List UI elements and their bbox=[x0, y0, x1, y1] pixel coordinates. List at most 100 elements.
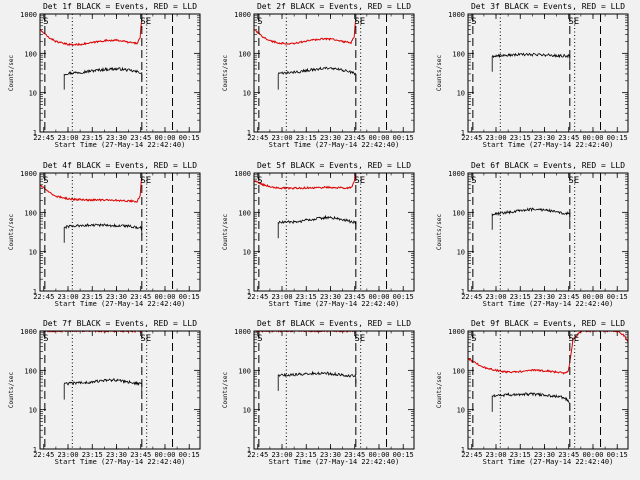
y-axis-label: Counts/sec bbox=[8, 55, 15, 92]
start-marker-label: S bbox=[471, 17, 476, 27]
events-series-line bbox=[277, 66, 357, 90]
y-tick-label: 10 bbox=[243, 90, 251, 98]
x-tick-label: 00:00 bbox=[582, 134, 603, 142]
y-tick-label: 10 bbox=[457, 249, 465, 257]
panel-title: Det 5f BLACK = Events, RED = LLD bbox=[257, 161, 411, 170]
x-tick-label: 23:30 bbox=[534, 293, 555, 301]
y-tick-label: 100 bbox=[24, 209, 37, 217]
x-tick-label: 23:30 bbox=[320, 293, 341, 301]
end-marker-label: SE bbox=[354, 334, 365, 344]
end-marker-label: SE bbox=[568, 334, 579, 344]
y-tick-label: 1000 bbox=[234, 170, 251, 178]
x-axis-label: Start Time (27-May-14 22:42:40) bbox=[269, 300, 400, 308]
x-tick-label: 00:15 bbox=[179, 134, 200, 142]
y-tick-label: 1 bbox=[247, 446, 251, 454]
panel-title: Det 4f BLACK = Events, RED = LLD bbox=[43, 161, 197, 170]
end-marker-label: SE bbox=[140, 17, 151, 27]
start-marker-label: S bbox=[257, 176, 262, 186]
y-tick-label: 1 bbox=[33, 446, 37, 454]
y-tick-label: 1 bbox=[461, 129, 465, 137]
x-tick-label: 00:00 bbox=[368, 293, 389, 301]
x-tick-label: 22:45 bbox=[33, 134, 54, 142]
panel-3: Det 3f BLACK = Events, RED = LLD Counts/s… bbox=[436, 2, 629, 149]
end-marker-label: SE bbox=[140, 176, 151, 186]
start-marker-label: S bbox=[43, 176, 48, 186]
x-tick-label: 22:45 bbox=[461, 451, 482, 459]
y-tick-label: 100 bbox=[238, 367, 251, 375]
panel-9: Det 9f BLACK = Events, RED = LLD Counts/s… bbox=[436, 319, 629, 466]
lld-series-line bbox=[468, 331, 628, 375]
x-tick-label: 23:00 bbox=[485, 293, 506, 301]
panel-8: Det 8f BLACK = Events, RED = LLD Counts/s… bbox=[222, 319, 415, 466]
y-tick-label: 100 bbox=[452, 209, 465, 217]
lld-series-line bbox=[40, 177, 142, 203]
y-tick-label: 10 bbox=[243, 407, 251, 415]
x-tick-label: 23:30 bbox=[320, 451, 341, 459]
panel-title: Det 9f BLACK = Events, RED = LLD bbox=[471, 319, 625, 328]
y-tick-label: 1000 bbox=[448, 11, 465, 19]
events-series-line bbox=[63, 66, 143, 90]
y-tick-label: 100 bbox=[24, 367, 37, 375]
start-marker-label: S bbox=[43, 334, 48, 344]
x-tick-label: 22:45 bbox=[33, 293, 54, 301]
x-tick-label: 23:00 bbox=[271, 451, 292, 459]
x-tick-label: 00:00 bbox=[368, 451, 389, 459]
y-tick-label: 10 bbox=[29, 407, 37, 415]
panel-1: Det 1f BLACK = Events, RED = LLD Counts/s… bbox=[8, 2, 201, 149]
x-tick-label: 23:00 bbox=[57, 451, 78, 459]
x-tick-label: 00:15 bbox=[607, 451, 628, 459]
events-series-line bbox=[277, 370, 357, 391]
x-tick-label: 23:15 bbox=[296, 134, 317, 142]
x-tick-label: 23:15 bbox=[510, 134, 531, 142]
end-marker-label: SE bbox=[568, 17, 579, 27]
y-axis-label: Counts/sec bbox=[222, 214, 229, 251]
y-axis-label: Counts/sec bbox=[222, 372, 229, 409]
y-tick-label: 100 bbox=[238, 50, 251, 58]
x-tick-label: 00:15 bbox=[607, 293, 628, 301]
x-tick-label: 23:45 bbox=[558, 293, 579, 301]
x-tick-label: 00:15 bbox=[179, 451, 200, 459]
y-tick-label: 1000 bbox=[20, 11, 37, 19]
x-tick-label: 00:00 bbox=[582, 293, 603, 301]
x-tick-label: 23:15 bbox=[296, 293, 317, 301]
x-axis-label: Start Time (27-May-14 22:42:40) bbox=[55, 141, 186, 149]
y-tick-label: 100 bbox=[238, 209, 251, 217]
x-tick-label: 23:00 bbox=[485, 451, 506, 459]
y-tick-label: 100 bbox=[452, 367, 465, 375]
plot-frame bbox=[467, 172, 629, 292]
panel-title: Det 7f BLACK = Events, RED = LLD bbox=[43, 319, 197, 328]
x-tick-label: 23:30 bbox=[106, 293, 127, 301]
plot-frame bbox=[253, 172, 415, 292]
panel-5: Det 5f BLACK = Events, RED = LLD Counts/s… bbox=[222, 161, 415, 308]
x-tick-label: 23:45 bbox=[130, 451, 151, 459]
x-tick-label: 00:00 bbox=[154, 451, 175, 459]
lld-series-line bbox=[40, 20, 142, 47]
end-marker-label: SE bbox=[354, 17, 365, 27]
x-tick-label: 23:45 bbox=[130, 134, 151, 142]
y-tick-label: 100 bbox=[24, 50, 37, 58]
x-tick-label: 22:45 bbox=[33, 451, 54, 459]
panel-4: Det 4f BLACK = Events, RED = LLD Counts/s… bbox=[8, 161, 201, 308]
panel-6: Det 6f BLACK = Events, RED = LLD Counts/s… bbox=[436, 161, 629, 308]
panel-title: Det 8f BLACK = Events, RED = LLD bbox=[257, 319, 411, 328]
panel-title: Det 6f BLACK = Events, RED = LLD bbox=[471, 161, 625, 170]
start-marker-label: S bbox=[471, 334, 476, 344]
y-tick-label: 1000 bbox=[234, 328, 251, 336]
x-tick-label: 23:30 bbox=[106, 451, 127, 459]
y-tick-label: 1 bbox=[461, 288, 465, 296]
y-tick-label: 1000 bbox=[20, 170, 37, 178]
x-tick-label: 23:15 bbox=[82, 134, 103, 142]
events-series-line bbox=[63, 378, 143, 400]
x-tick-label: 23:15 bbox=[82, 451, 103, 459]
x-tick-label: 00:15 bbox=[393, 451, 414, 459]
x-tick-label: 23:30 bbox=[320, 134, 341, 142]
x-tick-label: 00:15 bbox=[607, 134, 628, 142]
y-tick-label: 1 bbox=[247, 288, 251, 296]
y-tick-label: 1000 bbox=[20, 328, 37, 336]
start-marker-label: S bbox=[257, 17, 262, 27]
x-tick-label: 00:00 bbox=[368, 134, 389, 142]
x-tick-label: 22:45 bbox=[247, 451, 268, 459]
y-tick-label: 1 bbox=[33, 288, 37, 296]
x-tick-label: 23:00 bbox=[271, 134, 292, 142]
